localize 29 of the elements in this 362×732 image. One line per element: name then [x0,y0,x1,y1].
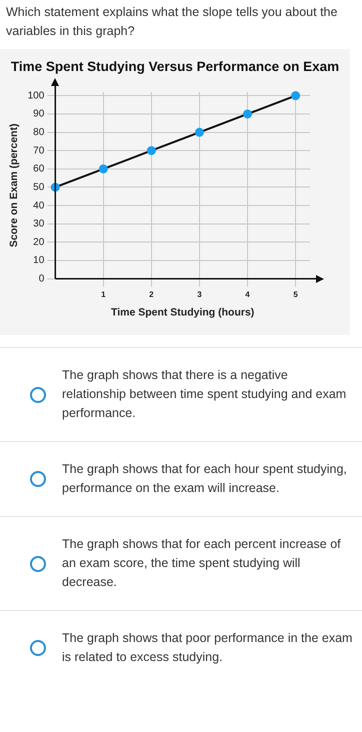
text: The graph shows that for each hour spent studying, performance on the exam will increase. [62,461,348,497]
x-tick-label: 4 [245,290,250,299]
y-tick-label: 80 [33,127,45,138]
point [243,109,252,118]
y-tick-label: 60 [33,164,45,175]
chart-title: Time Spent Studying Versus Performance on Exam [10,59,340,74]
y-tick-label: 30 [33,218,45,230]
text: Which statement explains what the slope tells you about the variables in this graph? [5,4,338,40]
point [98,164,108,174]
text: The graph shows that there is a negative relationship between time spent studying and exam performance. [62,367,348,422]
y-tick-label: 20 [33,236,45,248]
x-tick-label: 1 [101,290,106,299]
y-axis-title: Score on Exam (percent) [8,124,20,248]
y-tick-label: 100 [28,90,45,102]
y-tick-label: 10 [33,255,45,266]
x-tick-label: 3 [197,290,202,299]
point [291,91,300,100]
point [146,146,156,156]
y-tick-label: 70 [33,145,45,156]
y-tick-label: 90 [33,108,45,120]
x-tick-label: 2 [149,290,154,299]
point [194,128,204,137]
x-axis-title: Time Spent Studying (hours) [110,306,254,319]
x-tick-label: 5 [293,290,298,299]
y-tick-label: 0 [38,274,45,285]
text: The graph shows that for each percent increase of an exam score, the time spent studying will decrease. [62,536,342,591]
y-tick-label: 40 [33,200,45,212]
y-tick-label: 50 [33,182,45,193]
text: The graph shows that poor performance in the exam is related to excess studying. [62,630,354,666]
